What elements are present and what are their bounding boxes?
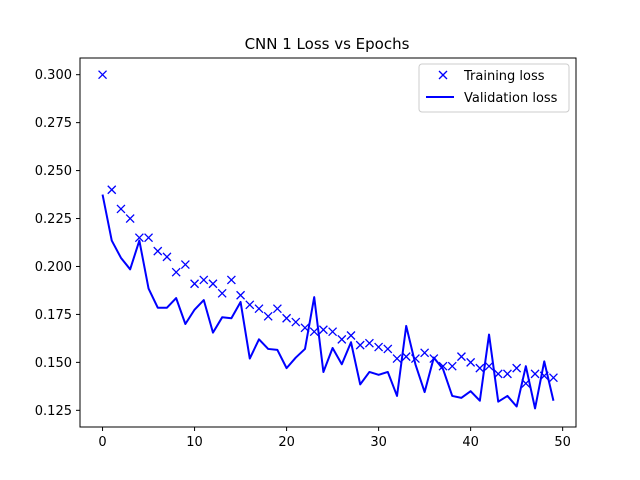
training-loss-point (346, 331, 356, 340)
training-loss-point (466, 357, 476, 367)
training-loss-point (420, 348, 430, 358)
training-loss-point (429, 354, 439, 363)
training-loss-point (337, 334, 347, 344)
plot-area (98, 70, 558, 410)
training-loss-point (254, 304, 264, 314)
training-loss-point (392, 354, 402, 363)
training-loss-point (318, 325, 328, 335)
y-tick-label: 0.175 (35, 308, 72, 323)
training-loss-point (438, 361, 448, 371)
x-tick-label: 40 (462, 435, 479, 450)
training-loss-point (116, 204, 126, 214)
training-loss-point (144, 233, 154, 243)
training-loss-point (236, 290, 246, 300)
y-tick-label: 0.200 (35, 260, 72, 275)
x-tick-label: 20 (278, 435, 295, 450)
legend-label-validation: Validation loss (464, 91, 558, 106)
training-loss-point (153, 246, 163, 256)
training-loss-point (383, 344, 393, 354)
training-loss-point (291, 317, 301, 327)
training-loss-point (162, 252, 172, 262)
training-loss-point (263, 311, 273, 321)
y-axis: 0.125 0.150 0.175 0.200 0.225 0.250 0.275 0.300 (35, 68, 80, 419)
legend-box (418, 63, 570, 113)
training-loss-point (180, 260, 190, 270)
training-loss-point (374, 342, 384, 352)
training-loss-point (190, 279, 200, 289)
chart-title: CNN 1 Loss vs Epochs (245, 35, 410, 53)
y-tick-label: 0.125 (35, 404, 72, 419)
training-loss-point (410, 354, 420, 363)
legend: Training loss Validation loss (418, 63, 570, 113)
training-loss-point (171, 267, 181, 277)
training-loss-point (502, 369, 512, 379)
training-loss-point (539, 371, 549, 381)
training-loss-point (107, 185, 117, 195)
training-loss-point (493, 369, 503, 379)
y-tick-label: 0.250 (35, 164, 72, 179)
training-loss-point (272, 304, 282, 314)
training-loss-point (484, 361, 494, 371)
legend-marker-training (438, 70, 448, 80)
training-loss-point (530, 369, 540, 379)
training-loss-point (548, 373, 558, 383)
y-tick-label: 0.300 (35, 68, 72, 83)
training-loss-point (98, 70, 108, 80)
x-tick-label: 0 (98, 435, 106, 450)
training-loss-point (401, 352, 411, 362)
legend-label-training: Training loss (463, 69, 545, 84)
axes-frame (79, 57, 577, 428)
training-loss-point (355, 340, 365, 350)
training-loss-point (300, 323, 310, 333)
training-loss-point (328, 327, 338, 337)
x-axis: 0 10 20 30 40 50 (98, 427, 571, 450)
x-tick-label: 50 (554, 435, 571, 450)
training-loss-point (447, 361, 457, 371)
y-tick-label: 0.275 (35, 116, 72, 131)
training-loss-point (282, 313, 292, 323)
training-loss-point (512, 363, 522, 373)
y-tick-label: 0.150 (35, 356, 72, 371)
training-loss-point (521, 379, 531, 388)
training-loss-point (226, 275, 236, 285)
x-tick-label: 30 (370, 435, 387, 450)
x-tick-label: 10 (186, 435, 203, 450)
validation-loss-line (101, 194, 555, 410)
training-loss-point (364, 338, 374, 348)
training-loss-point (208, 279, 218, 289)
training-loss-point (217, 288, 227, 298)
training-loss-point (134, 233, 144, 243)
training-loss-point (475, 363, 485, 373)
training-loss-point (199, 275, 209, 285)
training-loss-point (245, 300, 255, 310)
training-loss-point (125, 214, 135, 223)
y-tick-label: 0.225 (35, 212, 72, 227)
training-loss-point (456, 352, 466, 362)
training-loss-point (309, 327, 319, 337)
